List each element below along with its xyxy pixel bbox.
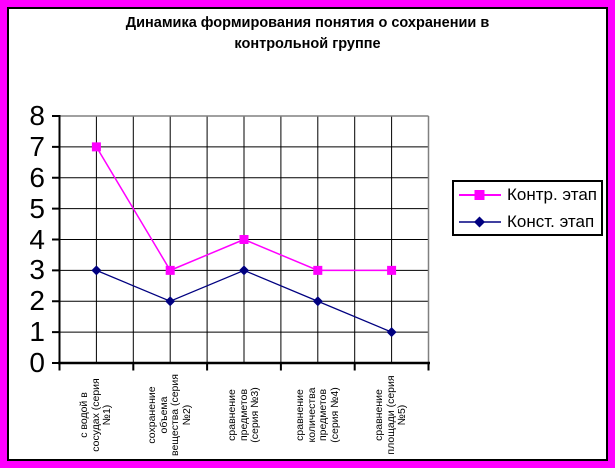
y-axis-tick-label: 4: [29, 223, 45, 255]
legend-label: Контр. этап: [507, 184, 597, 204]
y-axis-tick-label: 6: [29, 161, 45, 193]
plot-area: [52, 115, 430, 371]
x-axis-label-text: с водой в сосудах (серия №1): [78, 378, 114, 452]
data-point-square: [91, 142, 101, 152]
x-axis-label-text: сравнение предметов (серия №3): [225, 387, 261, 443]
x-axis-label: сравнение количества предметов (серия №4…: [293, 368, 341, 459]
legend-marker-diamond-icon: [459, 216, 501, 227]
legend-item-kontr-etap: Контр. этап: [459, 182, 601, 207]
y-axis-tick-label: 8: [29, 100, 45, 131]
x-axis-label-text: сравнение количества предметов (серия №4…: [293, 387, 341, 443]
y-axis-tick-label: 5: [29, 192, 45, 224]
data-point-square: [165, 265, 175, 275]
x-axis-label: сохранение объема вещества (серия №2): [146, 368, 193, 459]
y-axis-tick-label: 2: [29, 285, 45, 317]
data-point-diamond: [239, 265, 249, 276]
data-point-square: [239, 235, 249, 244]
y-axis-tick-label: 7: [29, 130, 45, 162]
x-axis-label-text: сохранение объема вещества (серия №2): [146, 374, 193, 456]
x-axis-label: сравнение предметов (серия №3): [225, 368, 262, 459]
y-axis-tick-label: 3: [29, 254, 45, 286]
y-axis-tick-label: 0: [29, 347, 45, 378]
data-point-diamond: [312, 296, 323, 307]
data-point-diamond: [165, 296, 176, 307]
data-point-square: [387, 265, 397, 275]
legend: Контр. этап Конст. этап: [452, 180, 603, 236]
x-axis-label-text: сравнение площади (серия №5): [373, 375, 409, 455]
data-point-square: [313, 265, 323, 275]
y-axis-tick-label: 1: [29, 316, 45, 348]
data-point-diamond: [386, 327, 397, 338]
x-axis-label: сравнение площади (серия №5): [373, 368, 409, 459]
legend-item-konst-etap: Конст. этап: [459, 209, 601, 234]
x-axis-label: с водой в сосудах (серия №1): [78, 368, 114, 459]
data-point-diamond: [91, 265, 102, 276]
chart-title: Динамика формирования понятия о сохранен…: [125, 15, 490, 52]
chart-canvas: Динамика формирования понятия о сохранен…: [7, 7, 608, 461]
legend-label: Конст. этап: [507, 211, 595, 231]
legend-marker-square-icon: [459, 189, 501, 200]
